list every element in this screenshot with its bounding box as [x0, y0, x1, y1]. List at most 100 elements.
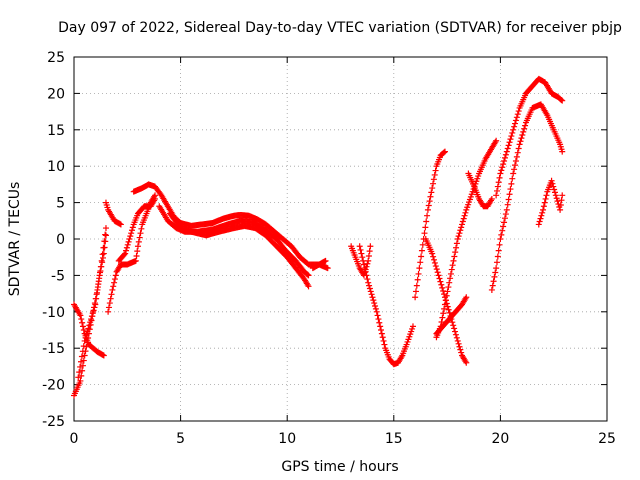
- data-point: [81, 352, 88, 359]
- data-point: [418, 247, 425, 254]
- data-point: [99, 254, 106, 261]
- data-point: [80, 357, 87, 364]
- data-point: [446, 309, 453, 316]
- data-point: [453, 334, 460, 341]
- data-point: [110, 283, 117, 290]
- data-point: [362, 268, 369, 275]
- chart-title: Day 097 of 2022, Sidereal Day-to-day VTE…: [58, 20, 622, 36]
- x-tick-label: 5: [176, 431, 185, 447]
- data-points: [71, 75, 566, 399]
- data-point: [109, 286, 116, 293]
- data-point: [452, 249, 459, 256]
- data-point: [434, 269, 441, 276]
- axis-ticks: 0 5 10 15 20 25 -25 -20 -15 -10 -5 0 5 10 15 20 25: [42, 50, 616, 447]
- y-tick-label: 25: [47, 50, 65, 66]
- data-point: [493, 192, 500, 199]
- data-point: [548, 177, 555, 184]
- data-point: [105, 304, 112, 311]
- series-trace-s: [493, 75, 566, 199]
- y-tick-label: 15: [47, 123, 65, 139]
- data-point: [430, 180, 437, 187]
- data-point: [99, 259, 106, 266]
- data-point: [129, 224, 136, 231]
- data-point: [81, 337, 88, 344]
- data-point: [490, 278, 497, 285]
- data-point: [371, 300, 378, 307]
- data-point: [501, 154, 508, 161]
- data-point: [495, 247, 502, 254]
- data-point: [102, 231, 109, 238]
- data-point: [516, 141, 523, 148]
- data-point: [77, 377, 84, 384]
- data-point: [365, 252, 372, 259]
- data-point: [462, 209, 469, 216]
- y-tick-label: -20: [42, 378, 65, 394]
- data-point: [447, 270, 454, 277]
- data-point: [366, 282, 373, 289]
- data-point: [439, 314, 446, 321]
- data-point: [360, 257, 367, 264]
- data-point: [82, 334, 89, 341]
- data-point: [433, 266, 440, 273]
- data-point: [550, 183, 557, 190]
- data-point: [488, 195, 495, 202]
- data-point: [510, 126, 517, 133]
- data-point: [558, 197, 565, 204]
- data-point: [497, 236, 504, 242]
- data-point: [491, 273, 498, 280]
- data-point: [519, 132, 526, 138]
- data-point: [102, 238, 109, 245]
- data-point: [79, 323, 86, 330]
- data-point: [117, 221, 124, 228]
- data-point: [90, 307, 97, 314]
- data-point: [414, 276, 421, 283]
- data-point: [366, 248, 373, 255]
- data-point: [425, 202, 432, 209]
- data-point: [557, 202, 564, 209]
- data-point: [85, 325, 92, 332]
- y-axis-label: SDTVAR / TECUs: [7, 182, 23, 297]
- data-point: [304, 271, 311, 278]
- data-point: [128, 227, 135, 234]
- data-point: [138, 225, 145, 232]
- data-point: [441, 148, 448, 155]
- data-point: [77, 363, 84, 370]
- data-point: [367, 288, 374, 295]
- series-trace-m: [412, 148, 448, 301]
- data-point: [361, 265, 368, 272]
- data-point: [126, 236, 133, 242]
- data-point: [489, 282, 496, 289]
- data-point: [437, 278, 444, 285]
- data-point: [95, 278, 102, 285]
- y-tick-label: -25: [42, 414, 65, 430]
- data-point: [367, 243, 374, 250]
- data-point: [428, 189, 435, 196]
- data-point: [500, 161, 507, 168]
- data-point: [88, 313, 95, 320]
- data-point: [493, 137, 500, 144]
- data-point: [451, 253, 458, 260]
- data-point: [88, 316, 95, 323]
- data-point: [375, 316, 382, 323]
- data-point: [372, 305, 379, 312]
- data-point: [427, 193, 434, 200]
- data-point: [554, 198, 561, 205]
- data-point: [364, 276, 371, 283]
- data-point: [457, 227, 464, 234]
- data-point: [498, 167, 505, 174]
- data-point: [358, 250, 365, 257]
- data-point: [102, 232, 109, 239]
- data-point: [78, 316, 85, 323]
- data-point: [455, 233, 462, 240]
- data-point: [515, 145, 522, 152]
- data-point: [553, 195, 560, 202]
- y-tick-label: -5: [51, 268, 65, 284]
- data-point: [92, 301, 99, 308]
- data-point: [512, 117, 519, 124]
- data-point: [96, 272, 103, 279]
- data-point: [86, 322, 93, 329]
- data-point: [441, 301, 448, 308]
- data-point: [100, 250, 107, 257]
- data-point: [513, 153, 520, 160]
- data-point: [499, 164, 506, 171]
